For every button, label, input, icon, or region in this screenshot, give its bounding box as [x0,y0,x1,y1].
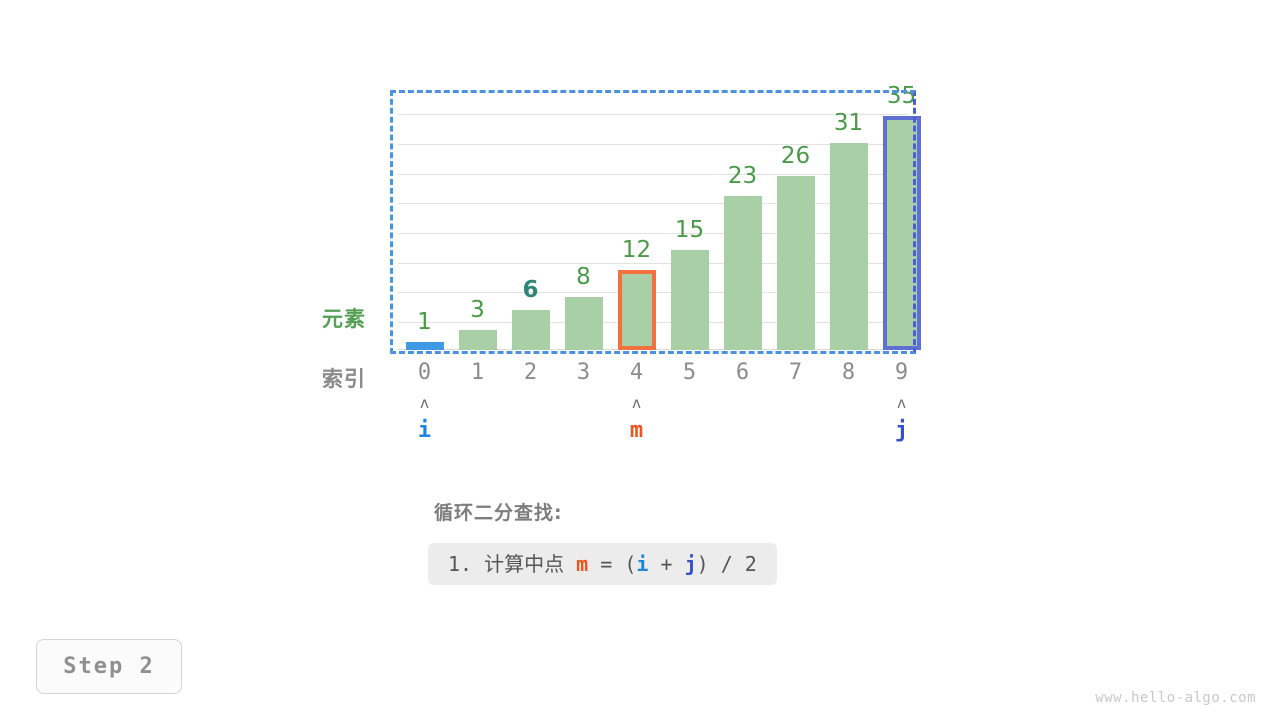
bar-value-label: 6 [522,276,539,303]
index-label: 9 [894,360,909,385]
formula-prefix: 1. 计算中点 [448,552,577,576]
gridline [398,114,908,116]
step-badge: Step 2 [36,639,182,694]
bar-slot: 35 [875,85,928,350]
row-label-index: 索引 [322,367,366,391]
gridline [398,203,908,205]
bar-value-label: 1 [417,309,432,335]
index-label: 1 [470,360,485,385]
pointer-label-i: i [417,418,432,443]
index-row: 0 1 2 3 4 5 6 7 8 9 [398,362,908,392]
bar-value-label: 35 [886,83,917,110]
index-label: 7 [788,360,803,385]
bar [723,196,762,350]
step-badge-label: Step 2 [63,654,155,679]
bar-value-label: 23 [727,163,758,190]
bar-highlight-i [405,342,444,350]
index-label: 6 [735,360,750,385]
index-label: 2 [523,360,538,385]
bar-slot: 6 [504,90,557,350]
bar [511,309,550,350]
bar-value-label: 26 [780,143,811,170]
caption-title: 循环二分查找: [434,502,563,524]
pointer-label-j: j [894,418,909,443]
pointer-caret-i: ʌ [419,394,430,412]
bar-slot: 3 [451,90,504,350]
pointer-label-m: m [629,418,644,443]
formula-var-i: i [636,552,649,576]
index-label: 3 [576,360,591,385]
bar-value-label: 8 [576,263,591,290]
bar-value-label: 31 [833,109,864,136]
bar [458,329,497,350]
formula-var-j: j [684,552,697,576]
bar-value-label: 15 [674,216,705,243]
bar [829,142,868,350]
index-label: 4 [629,360,644,385]
bar-slot: 15 [663,90,716,350]
chart-plot-area: 1 3 6 8 12 15 23 26 31 35 [398,85,921,350]
bar-slot: 12 [610,90,663,350]
watermark: www.hello-algo.com [1095,690,1256,706]
pointer-caret-j: ʌ [896,394,907,412]
bar-highlight-j [882,116,921,350]
formula-var-m: m [576,552,589,576]
index-label: 8 [841,360,856,385]
bar-slot: 8 [557,90,610,350]
index-label: 5 [682,360,697,385]
gridline [398,262,908,264]
formula-suffix: ) / 2 [696,552,757,576]
index-label: 0 [417,360,432,385]
gridline [398,143,908,145]
bar-value-label: 3 [470,296,485,323]
formula-eq: = ( [588,552,637,576]
bar-value-label: 12 [621,236,652,263]
bar-slot: 1 [398,90,451,350]
caption-step-formula: 1. 计算中点 m = (i + j) / 2 [428,543,777,585]
bar-chart: 1 3 6 8 12 15 23 26 31 35 [390,85,921,354]
formula-plus: + [648,552,685,576]
bar [776,176,815,350]
bar [564,296,603,350]
bar-slot: 31 [822,90,875,350]
bar [670,249,709,350]
bar-slot: 23 [716,90,769,350]
gridline [398,173,908,175]
bar-highlight-m [617,269,656,350]
row-label-elements: 元素 [322,307,366,331]
pointer-caret-m: ʌ [631,394,642,412]
gridline [398,232,908,234]
bar-slot: 26 [769,90,822,350]
